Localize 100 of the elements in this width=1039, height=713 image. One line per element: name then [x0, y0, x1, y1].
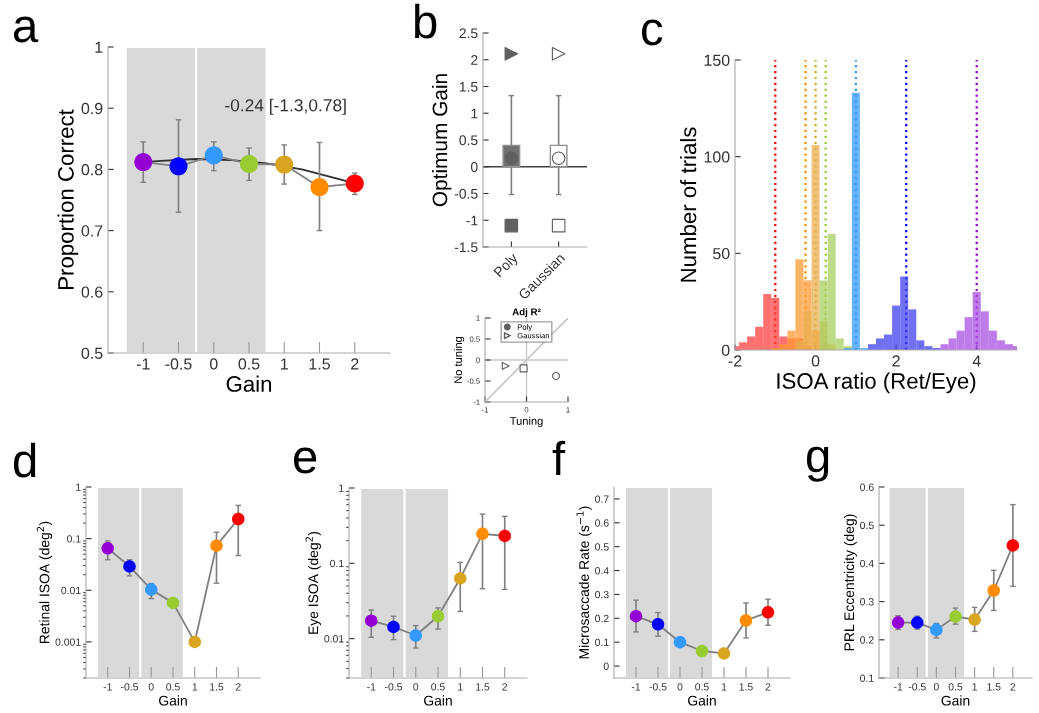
- y-tick-label: 1.5: [459, 81, 478, 92]
- y-tick-label: 0.3: [595, 590, 609, 599]
- chart-title: e: [294, 447, 317, 474]
- y-tick-label: 0: [603, 662, 609, 670]
- x-axis-title: Tuning: [509, 416, 543, 428]
- x-tick-label: 0.5: [695, 683, 709, 691]
- x-tick-label: 0: [677, 683, 683, 691]
- y-tick-label: 0.01: [61, 586, 81, 595]
- y-tick-label: 0.01: [324, 635, 344, 643]
- y-tick-label: 2: [471, 55, 478, 65]
- y-axis-title: Number of trials: [680, 127, 697, 282]
- x-tick-label: -1: [136, 358, 150, 370]
- annotation: -0.24 [-1.3,0.78]: [225, 98, 346, 115]
- x-tick-label: 1: [972, 683, 978, 691]
- y-axis-title: Microsaccade Rate (s$^{−1}$): [576, 506, 592, 659]
- x-tick-label: 2: [1010, 683, 1016, 691]
- y-tick-label: 1: [76, 483, 81, 491]
- y-tick-label: -0.5: [454, 188, 478, 199]
- y-axis-title: Optimum Gain: [432, 74, 452, 207]
- y-tick-label: 0.6: [595, 519, 609, 527]
- y-tick-label: 0.1: [330, 559, 344, 568]
- x-tick-label: -2: [728, 355, 742, 367]
- x-tick-label: 1.5: [739, 683, 753, 691]
- x-tick-label: 0: [413, 683, 419, 691]
- x-axis-title: Gain: [688, 695, 716, 706]
- y-axis-title: No tuning: [453, 336, 465, 383]
- x-axis-title: Gain: [159, 695, 187, 706]
- y-axis-title: Proportion Correct: [57, 109, 79, 289]
- chart-title: Adj R²: [512, 308, 541, 318]
- y-tick-label: 0.6: [81, 286, 103, 298]
- x-tick-label: 1.5: [210, 683, 224, 691]
- y-tick-label: 50: [713, 247, 730, 260]
- x-tick-label: 2: [765, 683, 771, 691]
- y-tick-label: 0.3: [860, 598, 874, 606]
- y-tick-label: 1: [339, 484, 344, 492]
- y-tick-label: 0.2: [860, 636, 874, 644]
- chart-title: c: [642, 19, 663, 46]
- y-tick-label: 0.6: [860, 483, 874, 491]
- x-tick-label: 2: [235, 683, 241, 691]
- x-tick-label: -0.5: [908, 683, 926, 691]
- y-tick-label: 0.7: [81, 225, 103, 237]
- x-tick-label: 1.5: [987, 683, 1001, 691]
- chart-title: f: [552, 440, 566, 475]
- y-tick-label: -1: [466, 215, 478, 226]
- x-tick-label: -1: [631, 683, 641, 691]
- y-tick-label: 0.1: [860, 674, 874, 682]
- y-tick-label: 0.4: [860, 559, 874, 568]
- x-tick-label: -0.5: [649, 683, 667, 691]
- x-axis-title: Gain: [226, 375, 272, 392]
- y-tick-label: 0: [721, 344, 730, 356]
- x-tick-label: 0.5: [948, 683, 963, 691]
- y-axis-title: PRL Eccentricity (deg): [843, 514, 857, 651]
- y-tick-label: 1: [471, 108, 478, 119]
- x-tick-label: 0.5: [166, 683, 180, 691]
- x-tick-label: 0: [933, 683, 939, 691]
- y-tick-label: -1.5: [454, 242, 478, 253]
- y-axis-title: Retinal ISOA (deg$^{2}$): [36, 521, 53, 644]
- y-tick-label: 0.5: [81, 347, 103, 359]
- x-tick-label: 0: [209, 358, 218, 370]
- y-tick-label: 0.2: [595, 614, 609, 623]
- x-tick-label: 1: [281, 358, 288, 370]
- chart-title: d: [13, 442, 36, 478]
- x-axis-title: Gain: [941, 695, 970, 706]
- x-tick-label: -0.5: [384, 683, 403, 691]
- chart-title: g: [806, 446, 829, 482]
- y-tick-label: 0: [470, 162, 478, 172]
- y-tick-label: 0.1: [595, 638, 609, 647]
- x-tick-label: 0: [148, 683, 154, 691]
- x-tick-label: -0.5: [165, 358, 192, 370]
- x-tick-label: -0.5: [120, 683, 139, 691]
- y-tick-label: 1: [95, 41, 103, 53]
- chart-title: a: [14, 16, 39, 43]
- y-tick-label: 2.5: [459, 28, 478, 39]
- x-axis-title: Gain: [424, 695, 452, 706]
- chart-title: b: [415, 3, 437, 39]
- x-tick-label: 2: [502, 683, 508, 691]
- y-tick-label: 0.1: [67, 535, 81, 543]
- x-tick-label: 0: [811, 355, 820, 367]
- y-tick-label: 150: [704, 54, 730, 66]
- x-tick-label: -1: [367, 683, 376, 691]
- x-tick-label: 1.5: [309, 358, 330, 370]
- x-tick-label: -1: [893, 683, 903, 691]
- y-tick-label: 0.9: [81, 102, 103, 115]
- x-tick-label: 2: [351, 358, 359, 370]
- x-axis-title: ISOA ratio (Ret/Eye): [777, 372, 976, 394]
- y-tick-label: 0.5: [860, 521, 874, 530]
- y-tick-label: 0.8: [81, 164, 103, 176]
- y-axis-title: Eye ISOA (deg$^{2}$): [305, 531, 321, 634]
- x-tick-label: 1: [192, 683, 198, 691]
- y-tick-label: 0.4: [595, 567, 609, 575]
- y-tick-label: 100: [704, 151, 730, 163]
- y-tick-label: 0.5: [459, 135, 478, 146]
- x-tick-label: 2: [892, 355, 900, 367]
- y-tick-label: 0.001: [55, 638, 81, 646]
- x-tick-label: 0.5: [238, 358, 260, 370]
- y-tick-label: 0.7: [595, 495, 609, 503]
- x-tick-label: 0.5: [431, 683, 445, 691]
- x-tick-label: 4: [972, 355, 981, 367]
- y-tick-label: 0.5: [595, 543, 609, 551]
- x-tick-label: -1: [103, 683, 112, 691]
